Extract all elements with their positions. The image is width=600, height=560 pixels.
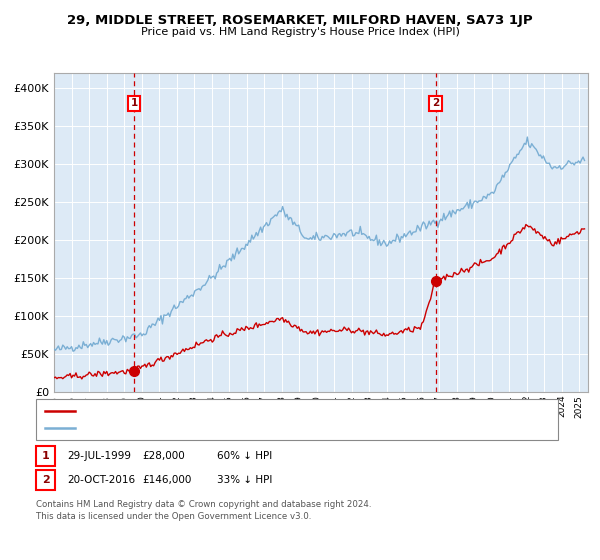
Text: 29, MIDDLE STREET, ROSEMARKET, MILFORD HAVEN, SA73 1JP: 29, MIDDLE STREET, ROSEMARKET, MILFORD H… — [67, 14, 533, 27]
Text: 1: 1 — [130, 98, 137, 108]
Text: 29, MIDDLE STREET, ROSEMARKET, MILFORD HAVEN, SA73 1JP (detached house): 29, MIDDLE STREET, ROSEMARKET, MILFORD H… — [81, 406, 464, 415]
Text: 29-JUL-1999: 29-JUL-1999 — [67, 451, 131, 461]
Text: Contains HM Land Registry data © Crown copyright and database right 2024.
This d: Contains HM Land Registry data © Crown c… — [36, 500, 371, 521]
Text: £146,000: £146,000 — [142, 475, 191, 485]
Text: 2: 2 — [432, 98, 439, 108]
Text: 2: 2 — [42, 475, 49, 485]
Text: 1: 1 — [42, 451, 49, 461]
Text: 60% ↓ HPI: 60% ↓ HPI — [217, 451, 272, 461]
Text: 20-OCT-2016: 20-OCT-2016 — [67, 475, 136, 485]
Text: HPI: Average price, detached house, Pembrokeshire: HPI: Average price, detached house, Pemb… — [81, 424, 327, 433]
Text: £28,000: £28,000 — [142, 451, 185, 461]
Text: Price paid vs. HM Land Registry's House Price Index (HPI): Price paid vs. HM Land Registry's House … — [140, 27, 460, 37]
Text: 33% ↓ HPI: 33% ↓ HPI — [217, 475, 272, 485]
